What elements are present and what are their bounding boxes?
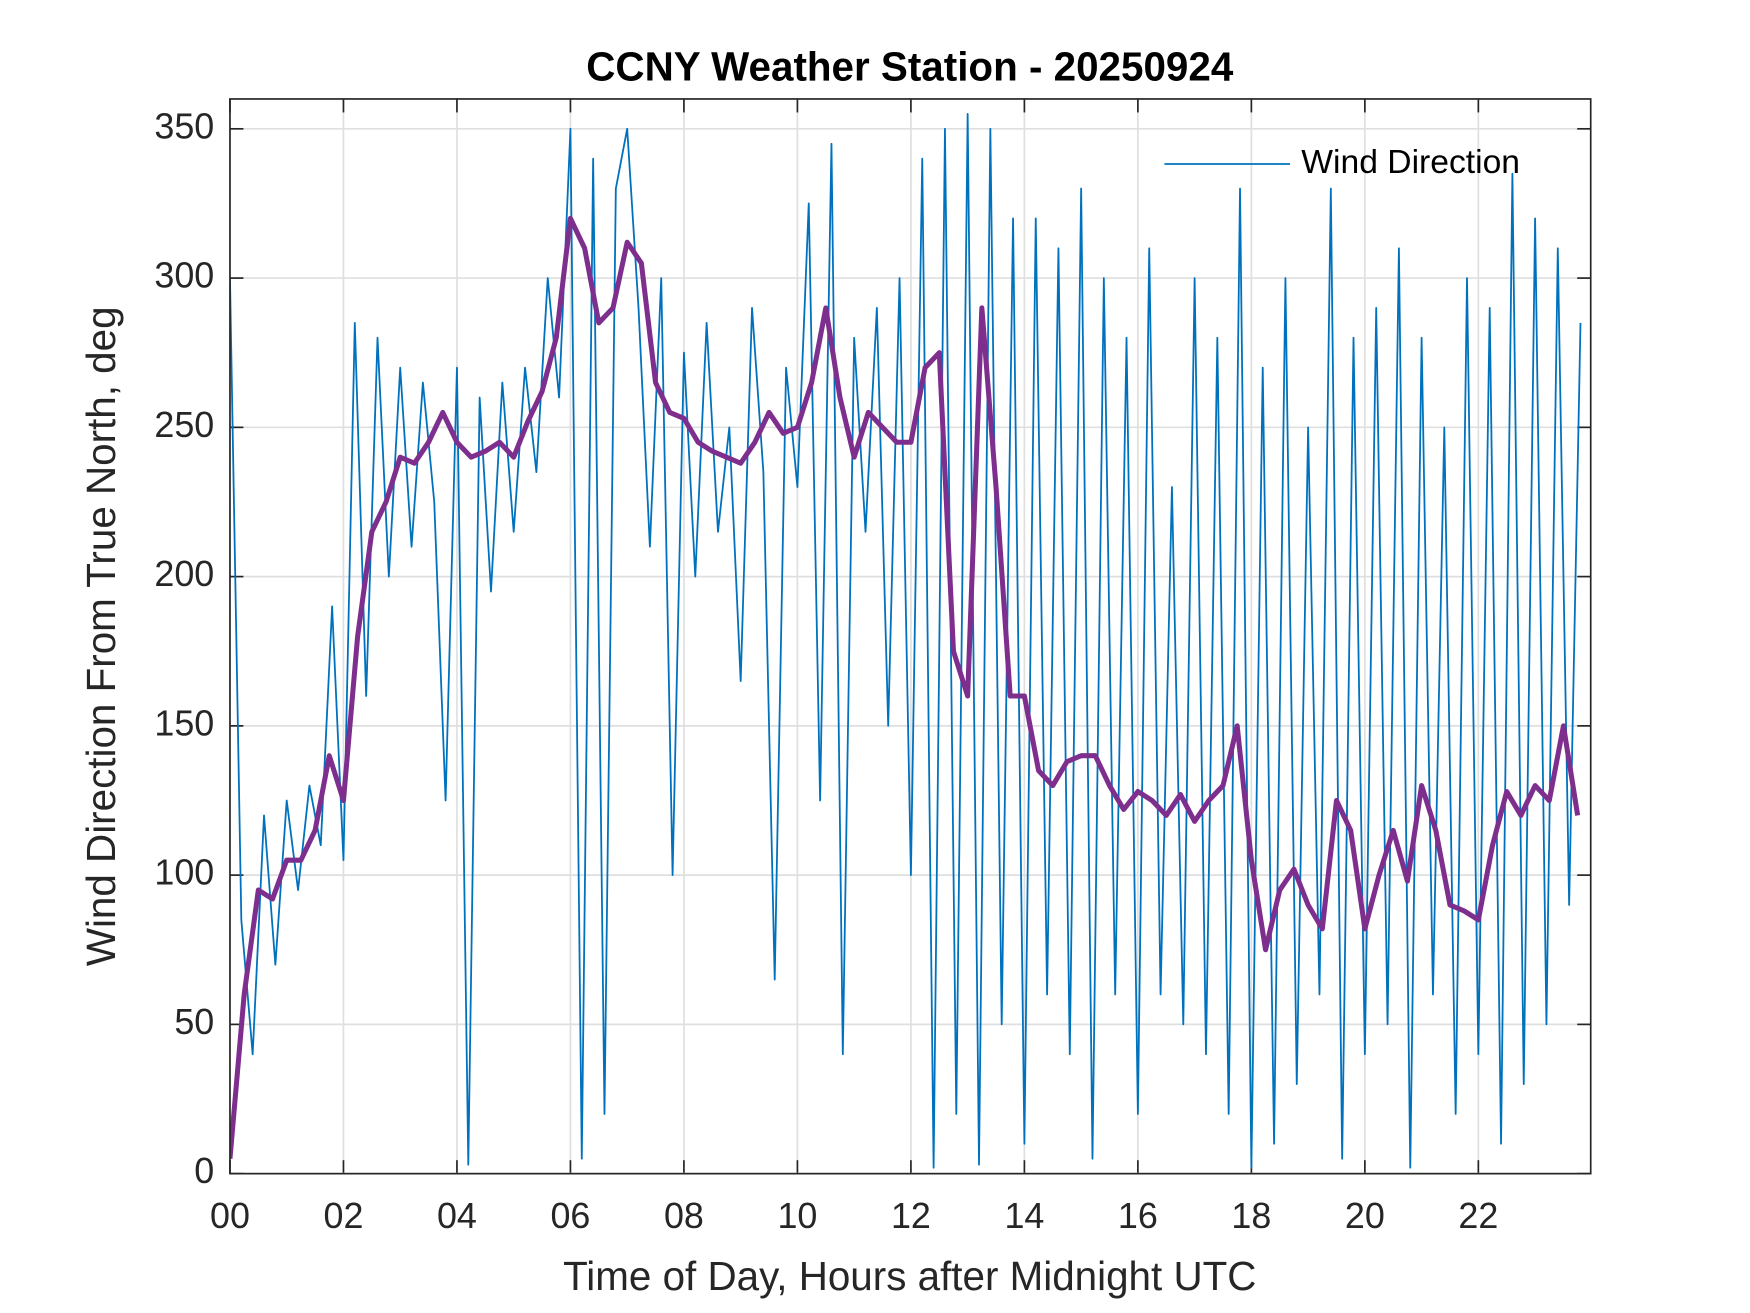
y-tick-label: 300	[154, 256, 214, 296]
y-tick-label: 350	[154, 106, 214, 146]
x-tick-label: 08	[664, 1196, 704, 1236]
legend-label: Wind Direction	[1301, 144, 1520, 181]
y-tick-label: 50	[174, 1002, 214, 1042]
x-tick-label: 02	[324, 1196, 364, 1236]
x-tick-label: 20	[1345, 1196, 1385, 1236]
x-tick-label: 22	[1458, 1196, 1498, 1236]
y-tick-label: 0	[194, 1151, 214, 1191]
x-tick-label: 10	[777, 1196, 817, 1236]
x-tick-label: 18	[1231, 1196, 1271, 1236]
x-axis-label: Time of Day, Hours after Midnight UTC	[563, 1253, 1256, 1299]
y-axis-label: Wind Direction From True North, deg	[78, 306, 124, 966]
x-tick-label: 14	[1004, 1196, 1044, 1236]
chart-title: CCNY Weather Station - 20250924	[586, 43, 1234, 89]
y-tick-label: 250	[154, 405, 214, 445]
y-tick-label: 100	[154, 853, 214, 893]
x-tick-label: 06	[550, 1196, 590, 1236]
x-tick-label: 00	[210, 1196, 250, 1236]
y-tick-label: 200	[154, 554, 214, 594]
x-tick-label: 16	[1118, 1196, 1158, 1236]
axes-box	[229, 98, 1592, 1175]
x-tick-label: 12	[891, 1196, 931, 1236]
y-tick-label: 150	[154, 703, 214, 743]
x-tick-label: 04	[437, 1196, 477, 1236]
data-line	[229, 215, 1581, 1159]
